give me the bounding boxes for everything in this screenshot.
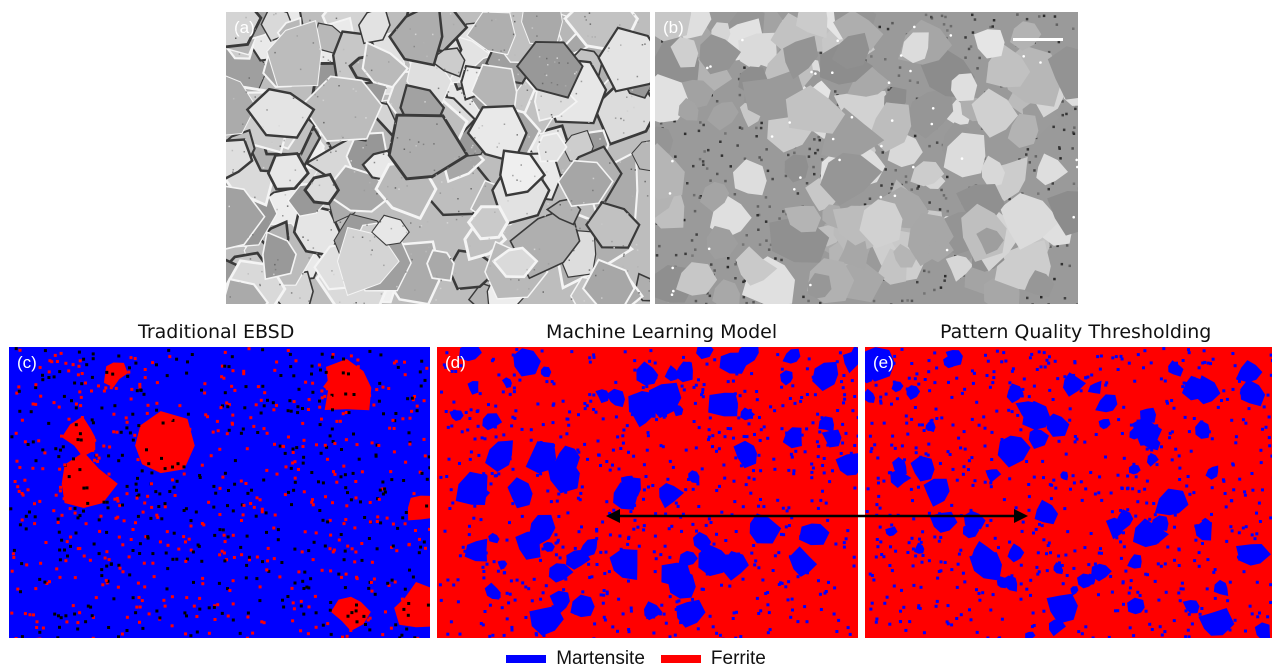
scale-bar [1013,38,1063,41]
panel-b-micrograph: (b) [655,12,1078,304]
legend-label-ferrite: Ferrite [710,648,766,669]
title-traditional-ebsd: Traditional EBSD [138,321,295,343]
title-machine-learning-model: Machine Learning Model [546,321,778,343]
panel-d-label: (d) [445,353,466,372]
panel-d-phase-map: (d) [437,347,858,638]
legend-item-ferrite: Ferrite [660,648,766,670]
phase-map-d [438,347,858,638]
legend-label-martensite: Martensite [556,648,645,669]
panel-b-label: (b) [663,18,684,37]
legend: Martensite Ferrite [0,648,1278,670]
phase-map-e [865,347,1272,638]
panel-a-micrograph: (a) [226,12,650,304]
phase-map-c [9,347,430,638]
panel-c-phase-map: (c) [9,347,430,638]
legend-item-martensite: Martensite [506,648,645,670]
panel-e-label: (e) [873,353,894,372]
panel-a-label: (a) [234,18,255,37]
panel-e-phase-map: (e) [865,347,1272,638]
panel-c-label: (c) [17,353,37,372]
ferrite-swatch [660,655,701,663]
title-pattern-quality-thresholding: Pattern Quality Thresholding [940,321,1212,343]
sem-image [226,12,650,304]
martensite-swatch [506,655,547,663]
pattern-quality-image [655,12,1078,304]
